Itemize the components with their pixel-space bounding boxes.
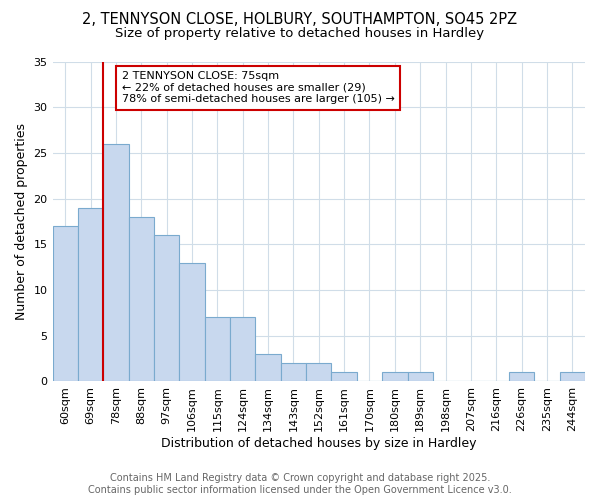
Bar <box>306 363 331 382</box>
Bar <box>407 372 433 382</box>
X-axis label: Distribution of detached houses by size in Hardley: Distribution of detached houses by size … <box>161 437 476 450</box>
Text: 2 TENNYSON CLOSE: 75sqm
← 22% of detached houses are smaller (29)
78% of semi-de: 2 TENNYSON CLOSE: 75sqm ← 22% of detache… <box>122 71 395 104</box>
Bar <box>331 372 357 382</box>
Text: Size of property relative to detached houses in Hardley: Size of property relative to detached ho… <box>115 28 485 40</box>
Bar <box>53 226 78 382</box>
Text: 2, TENNYSON CLOSE, HOLBURY, SOUTHAMPTON, SO45 2PZ: 2, TENNYSON CLOSE, HOLBURY, SOUTHAMPTON,… <box>82 12 518 28</box>
Bar <box>179 262 205 382</box>
Bar <box>509 372 534 382</box>
Bar <box>154 235 179 382</box>
Bar <box>128 217 154 382</box>
Bar <box>78 208 103 382</box>
Bar <box>382 372 407 382</box>
Bar <box>205 318 230 382</box>
Bar <box>256 354 281 382</box>
Bar <box>281 363 306 382</box>
Bar <box>560 372 585 382</box>
Y-axis label: Number of detached properties: Number of detached properties <box>15 123 28 320</box>
Bar <box>230 318 256 382</box>
Text: Contains HM Land Registry data © Crown copyright and database right 2025.
Contai: Contains HM Land Registry data © Crown c… <box>88 474 512 495</box>
Bar <box>103 144 128 382</box>
